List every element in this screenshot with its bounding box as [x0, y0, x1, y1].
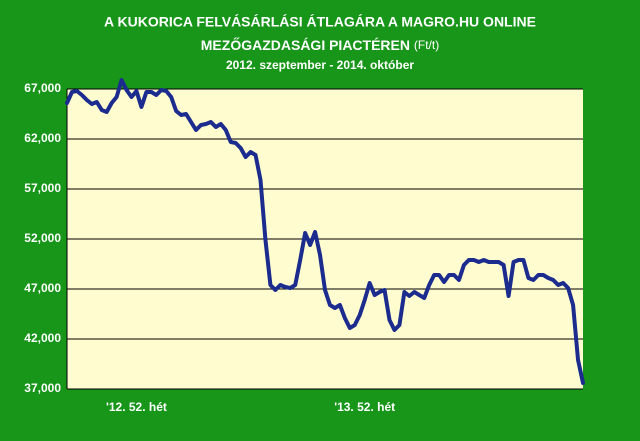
y-tick-label: 62,000	[24, 131, 61, 145]
title-line2: MEZŐGAZDASÁGI PIACTÉREN	[201, 36, 410, 53]
y-tick-label: 42,000	[24, 331, 61, 345]
chart-title: A KUKORICA FELVÁSÁRLÁSI ÁTLAGÁRA A MAGRO…	[104, 14, 536, 30]
unit: (Ft/t)	[414, 38, 439, 52]
y-tick-label: 52,000	[24, 231, 61, 245]
subtitle-part: 2012. szeptember -	[226, 58, 337, 72]
y-tick-label: 57,000	[24, 181, 61, 195]
x-tick-label: '12. 52. hét	[106, 400, 167, 414]
subtitle-part: 2014	[337, 58, 364, 72]
subtitle-part: . október	[363, 58, 414, 72]
y-tick-label: 47,000	[24, 281, 61, 295]
data-line	[65, 78, 585, 385]
y-tick-label: 37,000	[24, 381, 61, 395]
chart-title-line: MEZŐGAZDASÁGI PIACTÉREN (Ft/t)	[201, 36, 439, 53]
subtitle: 2012. szeptember - 2014. október	[226, 58, 414, 72]
x-tick-label: '13. 52. hét	[334, 400, 395, 414]
y-tick-label: 67,000	[24, 81, 61, 95]
